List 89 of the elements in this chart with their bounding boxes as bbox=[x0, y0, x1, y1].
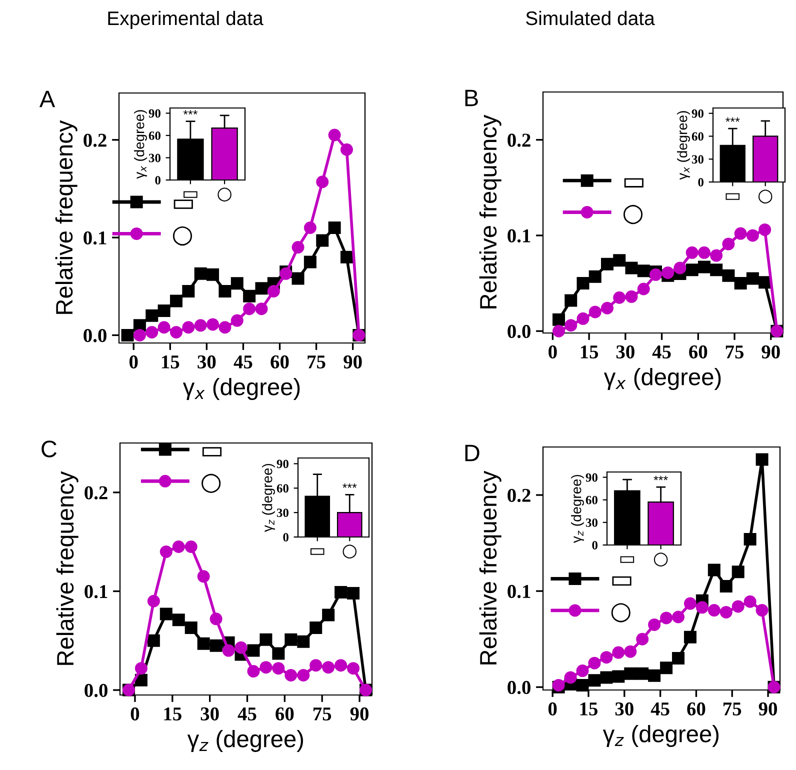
y-tick-label: 0 bbox=[283, 533, 288, 542]
text: Experimental data bbox=[108, 10, 264, 30]
x-tick-label: 45 bbox=[650, 702, 670, 716]
y-axis-title: Relative frequency bbox=[56, 471, 78, 665]
y-tick-label: 60 bbox=[692, 132, 704, 141]
x-tick-label: 0 bbox=[130, 707, 140, 720]
x-tick-label: 75 bbox=[313, 708, 332, 720]
y-tick-label: 90 bbox=[586, 473, 598, 482]
y-tick-label: 60 bbox=[276, 484, 288, 493]
x-tick-label: 0 bbox=[548, 702, 557, 716]
y-axis-title: γ$_{z}$ (degree) bbox=[262, 464, 275, 532]
y-tick-label: 90 bbox=[276, 460, 288, 468]
y-tick-label: 0 bbox=[698, 178, 704, 186]
y-tick-label: 0.1 bbox=[84, 585, 108, 598]
y-tick-label: 0.2 bbox=[84, 486, 108, 500]
x-tick-label: 75 bbox=[724, 702, 742, 716]
legend-label: ▭ bbox=[624, 178, 644, 188]
y-tick-label: 0.0 bbox=[84, 329, 106, 342]
x-tick-label: ○ bbox=[758, 190, 772, 204]
x-axis-title: γ$_{x}$ (degree) bbox=[604, 368, 721, 390]
y-tick-label: 30 bbox=[586, 518, 598, 527]
chart-title: A bbox=[39, 90, 56, 108]
legend-label: ○ bbox=[623, 204, 643, 224]
x-axis-title: γ$_{z}$ (degree) bbox=[187, 730, 304, 752]
x-tick-label: 0 bbox=[129, 355, 138, 368]
y-tick-label: 0.0 bbox=[84, 684, 108, 698]
y-axis-title: γ$_{x}$ (degree) bbox=[134, 110, 147, 179]
x-tick-label: 45 bbox=[238, 708, 256, 720]
legend-label: ○ bbox=[202, 474, 221, 494]
y-tick-label: 30 bbox=[148, 154, 160, 162]
x-tick-label: 0 bbox=[548, 345, 557, 358]
data-label: *** bbox=[654, 476, 668, 480]
y-tick-label: 30 bbox=[692, 155, 704, 164]
x-tick-label: 45 bbox=[652, 346, 671, 358]
x-tick-label: 75 bbox=[726, 346, 744, 358]
y-axis-title: Relative frequency bbox=[55, 120, 78, 314]
y-tick-label: 0.2 bbox=[508, 488, 530, 502]
chart-title: D bbox=[465, 444, 480, 462]
y-tick-label: 0.1 bbox=[508, 584, 530, 598]
legend-label: ○ bbox=[172, 226, 192, 246]
x-tick-label: 90 bbox=[350, 707, 369, 720]
x-tick-label: 15 bbox=[162, 355, 180, 368]
text: Simulated data bbox=[526, 10, 655, 26]
data-label: *** bbox=[183, 110, 198, 115]
y-tick-label: 60 bbox=[586, 496, 598, 504]
x-tick-label: 90 bbox=[344, 355, 362, 368]
y-tick-label: 30 bbox=[276, 508, 288, 518]
data-label: *** bbox=[726, 117, 740, 122]
data-label: *** bbox=[342, 483, 357, 488]
y-axis-title: Relative frequency bbox=[479, 114, 502, 308]
y-tick-label: 0.0 bbox=[508, 680, 530, 694]
y-axis-title: γ$_{x}$ (degree) bbox=[677, 111, 690, 180]
x-tick-label: ▭ bbox=[184, 191, 198, 198]
y-tick-label: 90 bbox=[692, 109, 704, 118]
legend-label: ○ bbox=[611, 603, 630, 622]
x-tick-label: 30 bbox=[198, 355, 216, 368]
legend-label: ▭ bbox=[174, 200, 193, 209]
x-tick-label: ○ bbox=[342, 544, 357, 559]
x-tick-label: 90 bbox=[762, 345, 780, 358]
x-tick-label: 30 bbox=[200, 707, 219, 720]
chart-title: B bbox=[465, 90, 478, 106]
y-tick-label: 60 bbox=[148, 131, 160, 140]
y-tick-label: 0 bbox=[155, 176, 160, 184]
chart-title: C bbox=[42, 440, 57, 458]
y-tick-label: 0.2 bbox=[508, 134, 530, 147]
x-tick-label: 30 bbox=[615, 702, 634, 716]
y-axis-title: γ$_{z}$ (degree) bbox=[571, 474, 584, 543]
y-tick-label: 90 bbox=[148, 109, 160, 118]
x-tick-label: 75 bbox=[308, 356, 326, 368]
y-axis-title: Relative frequency bbox=[479, 470, 502, 664]
y-tick-label: 0.1 bbox=[508, 229, 530, 242]
x-axis-title: γ$_{z}$ (degree) bbox=[602, 724, 719, 748]
x-axis-title: γ$_{x}$ (degree) bbox=[182, 378, 300, 400]
x-tick-label: ▭ bbox=[620, 556, 634, 563]
legend-label: ▭ bbox=[202, 447, 222, 456]
y-tick-label: 0.0 bbox=[508, 324, 530, 338]
y-tick-label: 0.2 bbox=[84, 134, 106, 147]
legend-label: ▭ bbox=[612, 576, 632, 586]
x-tick-label: ○ bbox=[218, 188, 232, 202]
x-tick-label: 45 bbox=[234, 356, 252, 368]
x-tick-label: 15 bbox=[580, 702, 598, 716]
x-tick-label: 90 bbox=[758, 702, 778, 716]
x-tick-label: ▭ bbox=[726, 193, 740, 200]
y-tick-label: 0 bbox=[592, 541, 598, 550]
x-tick-label: 15 bbox=[164, 707, 182, 720]
y-tick-label: 0.1 bbox=[84, 231, 106, 245]
x-tick-label: 15 bbox=[580, 345, 598, 358]
x-tick-label: ○ bbox=[654, 552, 668, 567]
x-tick-label: 30 bbox=[616, 345, 634, 358]
